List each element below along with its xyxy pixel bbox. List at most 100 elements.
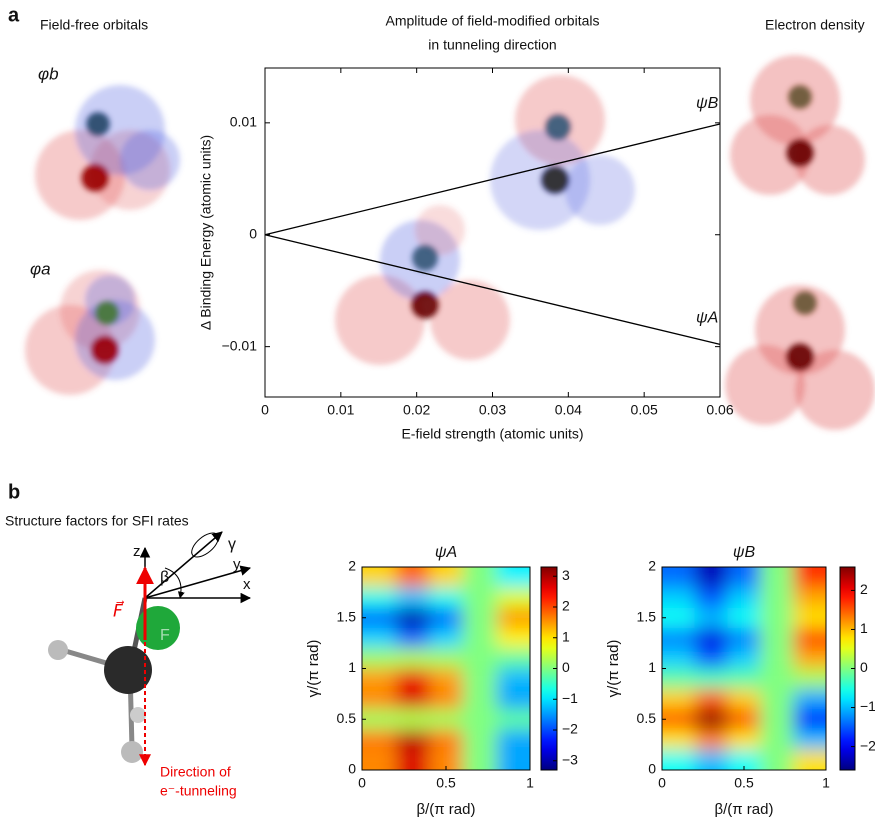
heatmap-cell <box>496 587 530 608</box>
series-line <box>264 123 721 236</box>
heatmap-cell <box>760 709 794 730</box>
heatmap-cell <box>760 567 794 588</box>
y-tick-label: 1 <box>348 659 356 675</box>
x-tick-label: 0.02 <box>403 402 430 418</box>
heatmap-cell <box>793 709 826 730</box>
heatmap-cell <box>362 729 396 750</box>
y-tick-label: 0.5 <box>337 710 357 726</box>
y-axis-label: γ/(π rad) <box>605 640 622 698</box>
heatmap-cell <box>694 587 728 608</box>
direction-label: e⁻-tunneling <box>160 783 237 799</box>
heading: Electron density <box>765 17 865 33</box>
chart-title: in tunneling direction <box>428 37 556 53</box>
x-tick-label: 0.05 <box>631 402 658 418</box>
heatmap-cell <box>429 587 463 608</box>
heatmap-cell <box>496 749 530 770</box>
heatmap-cell <box>662 607 695 628</box>
y-axis-label: γ/(π rad) <box>305 640 322 698</box>
heatmap-cell <box>662 709 695 730</box>
heatmap-cell <box>496 627 530 649</box>
chart-title: Amplitude of field-modified orbitals <box>386 13 600 29</box>
panel-label: a <box>8 4 20 26</box>
colorbar-tick-label: 3 <box>562 567 570 583</box>
heatmap-cell <box>462 627 497 649</box>
chart-title: ψA <box>435 544 457 561</box>
heatmap-cell <box>760 648 794 669</box>
heatmap-cell <box>462 688 497 710</box>
heatmap-cell <box>727 749 761 770</box>
panel-label: b <box>8 481 20 503</box>
x-tick-label: 0 <box>658 775 666 791</box>
heatmap-cell <box>793 688 826 710</box>
heatmap-cell <box>727 688 761 710</box>
x-tick-label: 0.03 <box>479 402 506 418</box>
orbital-label: φa <box>30 259 51 278</box>
colorbar-tick-label: −3 <box>562 751 578 767</box>
heatmap-cell <box>429 729 463 750</box>
heatmap-cell <box>760 668 794 689</box>
heatmap-cell <box>694 729 728 750</box>
heatmap-cell <box>727 627 761 649</box>
x-tick-label: 0 <box>358 775 366 791</box>
heatmap-cell <box>429 688 463 710</box>
heatmap-cell <box>462 668 497 689</box>
x-tick-label: 1 <box>822 775 830 791</box>
orbital-image <box>730 55 865 195</box>
heatmap-cell <box>395 567 430 588</box>
heatmap-cell <box>496 648 530 669</box>
heatmap-cell <box>793 627 826 649</box>
heatmap-cell <box>362 607 396 628</box>
heatmap-cell <box>694 648 728 669</box>
heatmap <box>362 567 530 770</box>
heatmap-cells <box>362 567 530 770</box>
colorbar-tick-label: 2 <box>860 581 868 597</box>
y-tick-label: −0.01 <box>222 337 258 353</box>
y-tick-label: 0 <box>648 761 656 777</box>
heatmap-cell <box>760 749 794 770</box>
heatmap-cell <box>793 607 826 628</box>
frame-diagram: F z y x β γ F⃗ Direction of e⁻-tunneling <box>48 531 252 799</box>
heatmap-cell <box>760 607 794 628</box>
orbital-image <box>725 285 875 430</box>
heatmap-cell <box>496 729 530 750</box>
orbital-image <box>335 205 510 365</box>
heatmap-cell <box>395 627 430 649</box>
field-label: F⃗ <box>113 599 125 620</box>
heatmap-cell <box>462 648 497 669</box>
heatmap-cell <box>362 648 396 669</box>
heatmap-cell <box>694 668 728 689</box>
heatmap-cell <box>362 587 396 608</box>
orbital-image <box>490 75 635 230</box>
heatmap-cell <box>727 729 761 750</box>
heatmap-cell <box>662 688 695 710</box>
chart-title: ψB <box>733 544 756 561</box>
heatmap-cell <box>496 567 530 588</box>
heading: Field-free orbitals <box>40 17 148 33</box>
heatmap-cell <box>496 607 530 628</box>
x-axis-label: β/(π rad) <box>715 801 774 818</box>
heatmap-cell <box>429 627 463 649</box>
heatmap-cell <box>793 567 826 588</box>
series-label: ψA <box>696 310 718 327</box>
y-tick-label: 0.5 <box>637 710 657 726</box>
heatmap-cell <box>462 587 497 608</box>
angle-label: β <box>160 569 169 586</box>
x-tick-label: 0.5 <box>734 775 754 791</box>
y-tick-label: 0 <box>249 225 257 241</box>
heading: Structure factors for SFI rates <box>5 513 189 529</box>
heatmap-cell <box>662 729 695 750</box>
heatmap-cell <box>760 627 794 649</box>
heatmap-cell <box>760 729 794 750</box>
heatmap-cell <box>362 627 396 649</box>
y-tick-label: 2 <box>648 558 656 574</box>
colorbar-tick-label: 0 <box>562 659 570 675</box>
heatmap-cell <box>694 709 728 730</box>
colorbar-tick-label: 0 <box>860 659 868 675</box>
heatmap-cell <box>362 749 396 770</box>
orbital-label: φb <box>38 64 59 83</box>
orbital-image <box>25 270 155 395</box>
heatmap-cell <box>395 729 430 750</box>
colorbar-tick-label: −1 <box>562 690 578 706</box>
heatmap-cell <box>462 709 497 730</box>
